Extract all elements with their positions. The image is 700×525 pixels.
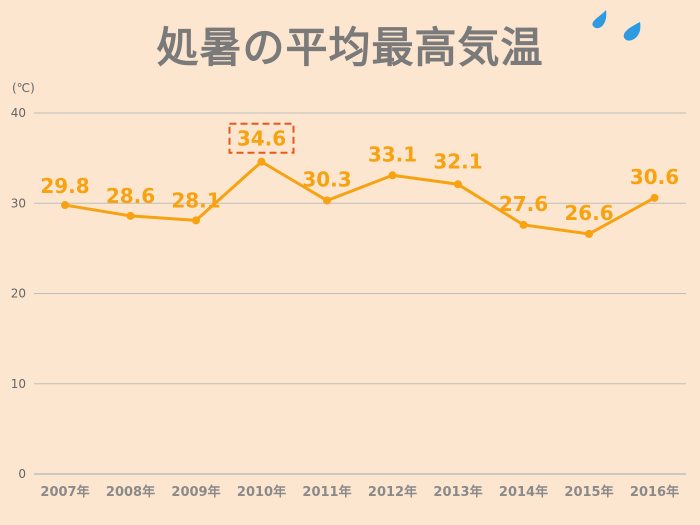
x-tick-label: 2009年: [171, 484, 220, 500]
sweat-drop-1: [592, 10, 607, 29]
x-tick-label: 2010年: [237, 484, 286, 500]
data-point: [192, 216, 200, 225]
y-tick-label: 20: [11, 287, 26, 301]
x-tick-label: 2012年: [368, 484, 417, 500]
y-tick-label: 30: [11, 196, 26, 210]
data-point: [454, 180, 462, 189]
data-label: 32.1: [433, 149, 482, 173]
y-tick-label: 10: [11, 377, 26, 391]
data-label: 26.6: [564, 201, 613, 225]
y-axis-unit: (℃): [12, 81, 35, 95]
data-label: 30.6: [630, 165, 679, 189]
data-point: [323, 196, 331, 205]
series-line: [64, 160, 656, 236]
data-point: [61, 201, 69, 210]
x-tick-label: 2016年: [630, 484, 679, 500]
x-tick-label: 2015年: [564, 484, 613, 500]
data-label: 27.6: [499, 192, 548, 216]
sweat-drops-icon: [592, 10, 641, 41]
data-label: 30.3: [302, 168, 351, 192]
data-point: [585, 229, 593, 238]
y-tick-label: 40: [11, 106, 26, 120]
data-point: [519, 220, 528, 229]
data-label: 34.6: [237, 127, 286, 151]
x-tick-label: 2008年: [106, 484, 155, 500]
data-label: 29.8: [40, 174, 89, 198]
x-tick-label: 2007年: [40, 484, 89, 500]
sweat-drop-2: [623, 22, 641, 41]
data-label: 28.1: [171, 188, 220, 212]
x-tick-label: 2011年: [302, 484, 351, 500]
data-point: [388, 171, 397, 180]
chart-title: 処暑の平均最高気温: [156, 23, 544, 72]
data-point: [257, 157, 266, 166]
data-point: [650, 193, 659, 202]
highlight-box: [228, 122, 295, 154]
x-tick-label: 2013年: [433, 484, 482, 500]
data-label: 33.1: [368, 142, 417, 166]
x-tick-label: 2014年: [499, 484, 548, 500]
data-point: [126, 211, 135, 220]
data-label: 28.6: [106, 184, 155, 208]
y-tick-label: 0: [18, 467, 26, 481]
